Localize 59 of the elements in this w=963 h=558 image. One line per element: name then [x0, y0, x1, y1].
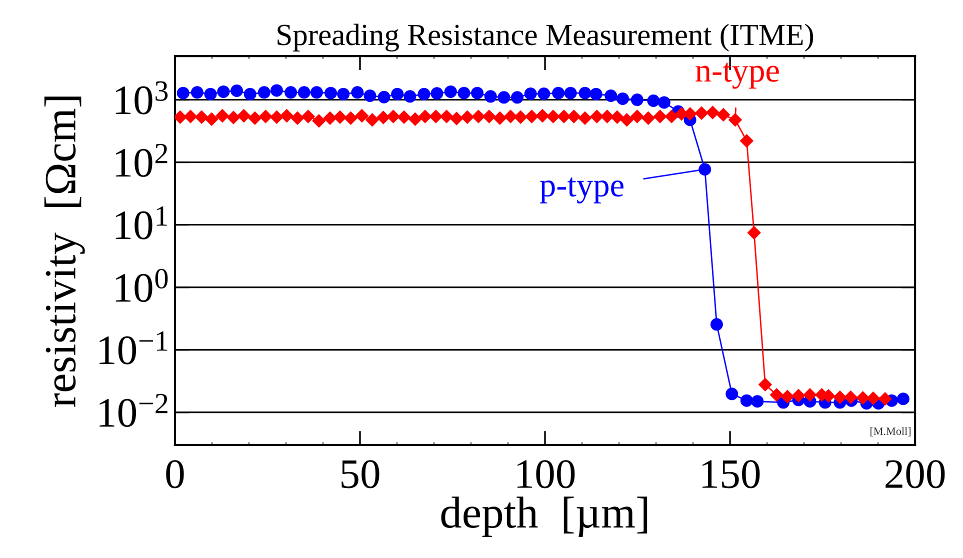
point: [658, 96, 670, 109]
point: [404, 90, 416, 103]
point: [258, 86, 270, 99]
series-label: n-type: [696, 62, 779, 89]
point: [204, 88, 217, 100]
point: [444, 85, 457, 98]
x-tick-label: 50: [342, 460, 380, 488]
point: [484, 90, 497, 103]
x-tick-label: 0: [166, 460, 184, 488]
point: [896, 392, 910, 406]
point: [310, 86, 323, 99]
point: [630, 94, 644, 106]
point: [698, 163, 712, 176]
point: [616, 92, 629, 105]
point: [710, 318, 723, 331]
point: [378, 90, 390, 104]
legend-label: p-type: [540, 177, 624, 204]
point: [458, 86, 470, 100]
point: [604, 89, 618, 102]
point: [364, 89, 376, 102]
x-tick-label: 100: [517, 460, 575, 488]
point: [511, 91, 524, 104]
point: [244, 88, 256, 100]
point: [538, 88, 550, 100]
point: [217, 85, 230, 98]
point: [270, 84, 283, 97]
y-tick-label: 10$^{3}$: [116, 81, 168, 114]
y-tick-label: 10$^{1}$: [116, 206, 168, 240]
point: [430, 87, 444, 100]
y-tick-label: 10$^{−2}$: [100, 394, 168, 427]
point: [498, 91, 510, 104]
point: [647, 94, 660, 108]
point: [324, 86, 338, 100]
point: [740, 394, 753, 407]
point: [418, 88, 430, 100]
y-tick-label: 10$^{2}$: [116, 144, 168, 177]
point: [751, 395, 764, 408]
point: [552, 86, 565, 100]
point: [337, 88, 350, 100]
x-tick-label: 200: [886, 460, 945, 488]
point: [590, 88, 602, 100]
point: [564, 86, 577, 100]
annotation: [M.Moll]: [870, 427, 911, 436]
point: [578, 86, 592, 100]
y-axis-title: resistivity [Ωcm]: [44, 96, 85, 407]
point: [284, 86, 298, 99]
point: [471, 86, 484, 100]
point: [391, 88, 404, 100]
point: [298, 86, 310, 99]
point: [351, 86, 364, 99]
point: [524, 88, 537, 100]
y-tick-label: 10$^{0}$: [116, 268, 168, 302]
point: [190, 86, 204, 99]
chart-title: Spreading Resistance Measurement (ITME): [278, 24, 814, 52]
point: [230, 84, 244, 98]
y-tick-label: 10$^{−1}$: [100, 331, 168, 364]
x-axis-title: depth [µm]: [441, 496, 648, 537]
point: [726, 388, 738, 400]
x-tick-label: 150: [702, 460, 760, 488]
